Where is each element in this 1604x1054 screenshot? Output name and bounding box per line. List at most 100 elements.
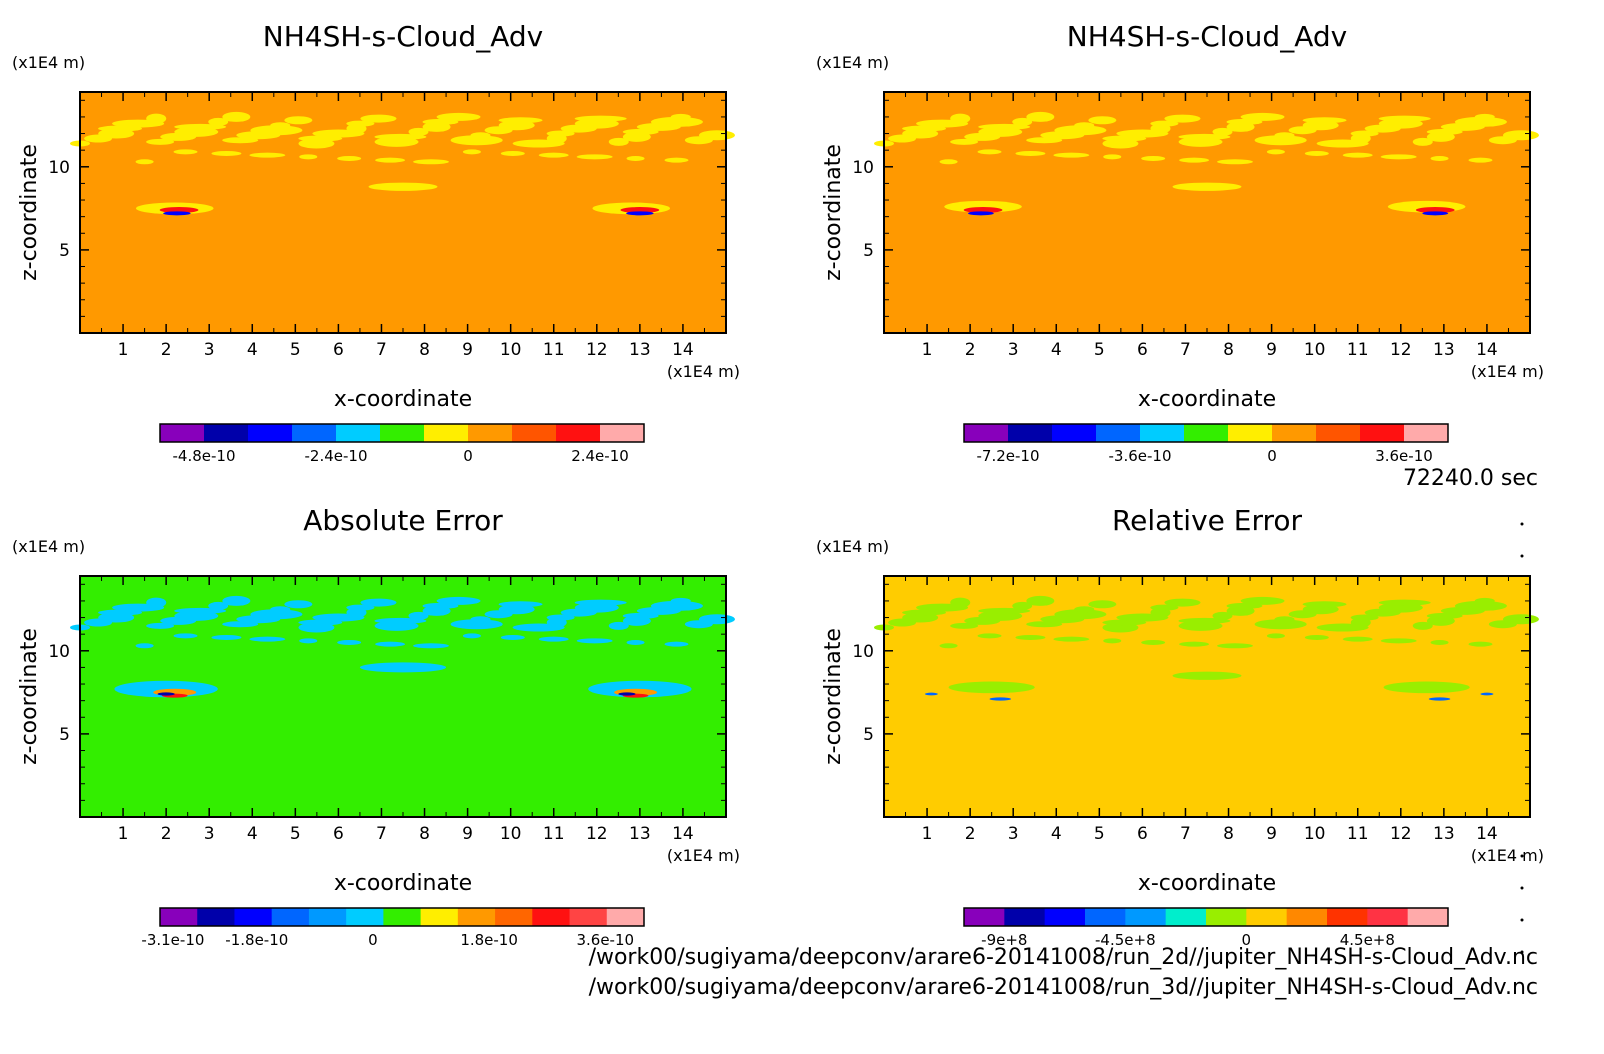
cloud-band-patch	[1103, 154, 1122, 160]
cloud-band-patch	[1026, 111, 1055, 122]
colorbar-swatch	[1008, 424, 1053, 442]
colorbar-swatch	[606, 908, 645, 926]
cloud-band-patch	[470, 616, 491, 623]
cloud-band-patch	[546, 614, 575, 621]
cloud-band-patch	[1254, 619, 1307, 630]
x-axis-label: x-coordinate	[1138, 871, 1276, 896]
cloud-band-patch	[1254, 135, 1307, 146]
cloud-band-patch	[146, 138, 175, 145]
cloud-band-patch	[208, 601, 229, 610]
x-tick-label: 4	[247, 340, 258, 360]
colorbar-swatch	[964, 908, 1005, 926]
x-tick-label: 6	[333, 340, 344, 360]
x-tick-label: 6	[1137, 340, 1148, 360]
x-tick-label: 13	[629, 340, 651, 360]
field-feature	[1383, 681, 1470, 694]
cloud-band-patch	[1141, 639, 1166, 645]
colorbar-swatch	[197, 908, 235, 926]
cloud-band-patch	[270, 606, 291, 613]
x-tick-label: 7	[1180, 824, 1191, 844]
colorbar-label: -7.2e-10	[977, 447, 1040, 465]
cloud-band-patch	[950, 597, 971, 608]
colorbar-swatch	[1206, 908, 1247, 926]
colorbar-swatch	[383, 908, 422, 926]
x-tick-label: 3	[1008, 824, 1019, 844]
field-feature	[618, 692, 636, 696]
colorbar-swatch	[1228, 424, 1273, 442]
y-tick-label: 10	[48, 158, 70, 178]
cloud-band-patch	[978, 123, 1031, 130]
x-tick-label: 1	[118, 340, 129, 360]
x-tick-label: 13	[629, 824, 651, 844]
cloud-band-patch	[538, 152, 569, 158]
cloud-band-patch	[1266, 633, 1285, 639]
colorbar-swatch	[1004, 908, 1046, 926]
cloud-band-patch	[576, 638, 613, 644]
cloud-band-patch	[284, 600, 313, 609]
colorbar-swatch	[160, 424, 205, 442]
x-tick-label: 10	[500, 824, 522, 844]
cloud-band-patch	[1141, 155, 1166, 161]
field-feature	[157, 692, 175, 696]
cloud-band-patch	[1015, 634, 1046, 640]
cloud-band-patch	[284, 116, 313, 125]
cloud-band-patch	[608, 137, 629, 146]
cloud-band-patch	[222, 111, 251, 122]
field-feature	[924, 692, 938, 696]
cloud-band-patch	[337, 155, 362, 161]
colorbar-swatch	[495, 908, 533, 926]
colorbar-swatch	[1360, 424, 1405, 442]
cloud-band-patch	[574, 599, 627, 606]
x-unit-label: (x1E4 m)	[1471, 846, 1544, 865]
cloud-band-patch	[1053, 152, 1090, 158]
cloud-band-patch	[412, 159, 449, 165]
colorbar-swatch	[271, 908, 310, 926]
colorbar-swatch	[512, 424, 557, 442]
colorbar-frame	[963, 423, 1449, 443]
field-feature	[626, 211, 654, 216]
cloud-band-patch	[1179, 641, 1210, 647]
cloud-band-patch	[360, 114, 397, 123]
chart-panel-4: Relative Error(x1E4 m)1 2 3 4 5 6 7 8 9 10 11 12 13 1…	[816, 504, 1544, 949]
cloud-band-patch	[1412, 621, 1433, 630]
colorbar-swatch	[1407, 908, 1449, 926]
x-tick-label: 10	[1304, 824, 1326, 844]
cloud-band-patch	[1216, 643, 1253, 649]
x-unit-label: (x1E4 m)	[667, 362, 740, 381]
cloud-band-patch	[1474, 597, 1495, 604]
colorbar-label: 4.5e+8	[1340, 931, 1395, 949]
x-tick-label: 11	[1347, 340, 1369, 360]
cloud-band-patch	[249, 636, 286, 642]
x-tick-label: 7	[1180, 340, 1191, 360]
x-tick-label: 4	[247, 824, 258, 844]
cloud-band-patch	[1088, 600, 1117, 609]
cloud-band-patch	[250, 125, 303, 136]
cloud-band-patch	[146, 597, 167, 608]
field-feature	[963, 207, 1003, 213]
cloud-band-patch	[412, 643, 449, 649]
field-feature	[967, 211, 994, 216]
cloud-band-patch	[174, 607, 227, 614]
cloud-band-patch	[1178, 133, 1231, 140]
edge-dot	[1520, 886, 1524, 890]
cloud-band-patch	[670, 597, 691, 604]
x-tick-label: 6	[333, 824, 344, 844]
cloud-band-patch	[1342, 636, 1373, 642]
x-tick-label: 5	[290, 824, 301, 844]
x-tick-label: 5	[1094, 340, 1105, 360]
x-tick-label: 4	[1051, 340, 1062, 360]
cloud-band-patch	[939, 159, 958, 165]
x-tick-label: 12	[1390, 340, 1412, 360]
cloud-band-patch	[1454, 600, 1507, 611]
chart-title: Relative Error	[1112, 504, 1303, 537]
colorbar-swatch	[600, 424, 645, 442]
cloud-band-patch	[1012, 117, 1033, 126]
colorbar-frame	[159, 907, 645, 927]
cloud-band-patch	[1468, 157, 1493, 163]
colorbar-swatch	[1096, 424, 1141, 442]
cloud-band-patch	[249, 152, 286, 158]
x-tick-label: 1	[118, 824, 129, 844]
cloud-band-patch	[1026, 595, 1055, 606]
colorbar-label: 1.8e-10	[460, 931, 518, 949]
colorbar-swatch	[468, 424, 513, 442]
